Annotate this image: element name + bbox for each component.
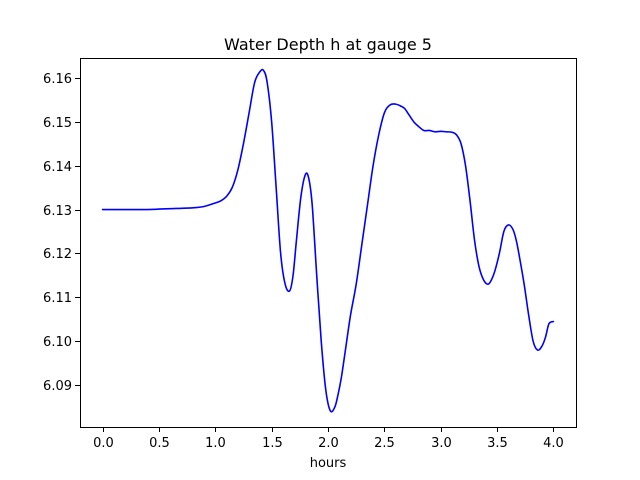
- series-layer: [101, 68, 555, 413]
- x-axis-title: hours: [310, 456, 347, 471]
- x-tick-label: 0.5: [149, 436, 170, 451]
- x-tick-label: 1.0: [205, 436, 226, 451]
- y-tick-label: 6.16: [43, 72, 72, 87]
- plot-frame: [80, 58, 577, 428]
- y-tick-label: 6.11: [43, 291, 72, 306]
- chart-title: Water Depth h at gauge 5: [224, 35, 432, 54]
- y-tick-label: 6.12: [43, 247, 72, 262]
- series-line: [101, 68, 555, 413]
- plot-area: [80, 58, 576, 427]
- x-tick-label: 3.5: [487, 436, 508, 451]
- y-tick-label: 6.14: [43, 160, 72, 175]
- y-tick-label: 6.13: [43, 204, 72, 219]
- x-tick-label: 4.0: [543, 436, 564, 451]
- y-tick-label: 6.15: [43, 116, 72, 131]
- x-tick-label: 1.5: [262, 436, 283, 451]
- x-axis: 0.0 0.5 1.0 1.5 2.0 2.5 3.0 3.5 4.0: [93, 427, 564, 451]
- y-tick-label: 6.10: [43, 335, 72, 350]
- x-tick-label: 2.5: [374, 436, 395, 451]
- x-tick-label: 2.0: [318, 436, 339, 451]
- x-tick-label: 0.0: [93, 436, 114, 451]
- y-tick-label: 6.09: [43, 379, 72, 394]
- y-axis: 6.09 6.10 6.11 6.12 6.13 6.14 6.15 6.16: [43, 72, 80, 394]
- x-tick-label: 3.0: [431, 436, 452, 451]
